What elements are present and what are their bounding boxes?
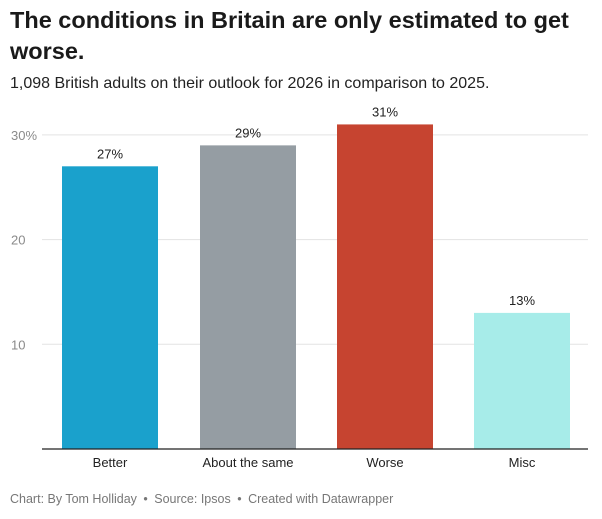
x-axis-labels: Better About the same Worse Misc	[93, 455, 536, 470]
bar-about-the-same	[200, 145, 296, 449]
bar-misc	[474, 312, 570, 449]
bars	[62, 124, 570, 450]
footer-chart-by: Chart: By Tom Holliday	[10, 492, 137, 506]
y-tick-label: 20	[11, 233, 25, 248]
data-label: 29%	[235, 125, 261, 140]
y-tick-label: 30%	[11, 128, 37, 143]
bar-better	[62, 166, 158, 449]
footer: Chart: By Tom Holliday • Source: Ipsos •…	[10, 491, 393, 507]
y-tick-label: 10	[11, 337, 25, 352]
x-tick-label: Worse	[366, 455, 403, 470]
data-label: 27%	[97, 146, 123, 161]
footer-separator: •	[237, 492, 242, 506]
x-tick-label: Better	[93, 455, 128, 470]
footer-created-with: Created with Datawrapper	[248, 492, 394, 506]
data-label: 13%	[509, 293, 535, 308]
data-label: 31%	[372, 104, 398, 119]
x-tick-label: About the same	[202, 455, 293, 470]
x-tick-label: Misc	[509, 455, 536, 470]
footer-separator: •	[143, 492, 148, 506]
chart-title: The conditions in Britain are only estim…	[10, 7, 569, 64]
bar-worse	[337, 124, 433, 450]
footer-source: Source: Ipsos	[154, 492, 231, 506]
chart-subtitle: 1,098 British adults on their outlook fo…	[10, 75, 490, 92]
value-labels: 27% 29% 31% 13%	[97, 104, 535, 307]
